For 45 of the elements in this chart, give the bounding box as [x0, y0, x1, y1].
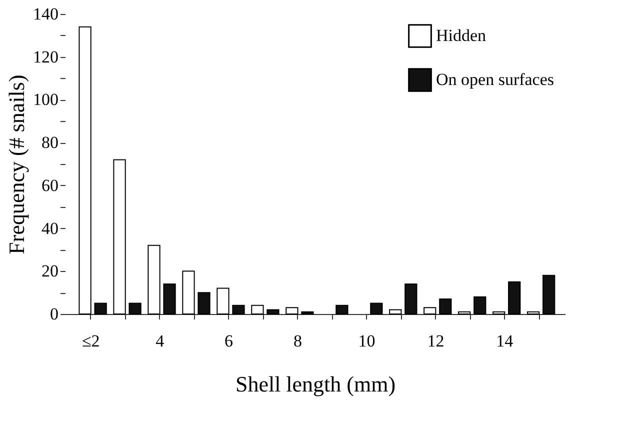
- x-tick-label: 14: [496, 332, 514, 350]
- y-tick-label: 0: [50, 304, 58, 324]
- x-tick-label: ≤2: [82, 332, 100, 350]
- bar: [508, 281, 521, 314]
- bar: [78, 26, 92, 314]
- bar: [492, 311, 506, 314]
- x-tick-label: 8: [294, 332, 302, 350]
- bar: [542, 274, 556, 314]
- y-axis-title: Frequency (# snails): [4, 74, 29, 254]
- y-tick-label: 60: [42, 176, 58, 195]
- y-tick-label: 40: [42, 218, 58, 238]
- bar: [458, 311, 471, 314]
- bar: [148, 244, 160, 314]
- bar: [439, 298, 452, 314]
- bar: [251, 304, 264, 314]
- x-tick-label: 12: [427, 332, 444, 350]
- bar: [286, 307, 298, 314]
- bar: [94, 302, 107, 314]
- bar: [163, 284, 176, 314]
- bar: [389, 309, 402, 314]
- bar: [113, 159, 126, 314]
- x-tick-label: 6: [224, 332, 234, 350]
- y-tick-label: 120: [33, 47, 58, 66]
- bar: [336, 304, 348, 314]
- bar: [424, 307, 436, 314]
- bar: [527, 311, 540, 314]
- bar: [232, 304, 245, 314]
- x-tick-label: 10: [358, 332, 376, 350]
- bar: [301, 311, 314, 314]
- x-tick-label: 4: [156, 332, 165, 350]
- y-tick-label: 80: [42, 133, 58, 152]
- bar: [474, 296, 486, 314]
- y-tick-label: 100: [33, 90, 58, 110]
- bar: [128, 302, 142, 314]
- x-axis-title: Shell length (mm): [235, 372, 396, 396]
- y-tick-label: 20: [42, 262, 58, 281]
- bar: [198, 292, 210, 314]
- bar: [266, 309, 280, 314]
- bar: [216, 288, 230, 314]
- bar: [182, 270, 195, 314]
- legend-label: On open surfaces: [436, 70, 554, 89]
- y-tick-label: 140: [33, 4, 58, 24]
- bar: [404, 284, 418, 314]
- legend-label: Hidden: [436, 26, 487, 45]
- bar: [370, 302, 383, 314]
